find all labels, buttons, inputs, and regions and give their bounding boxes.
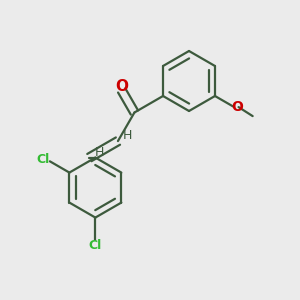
Text: Cl: Cl: [89, 239, 102, 252]
Text: H: H: [94, 146, 104, 159]
Text: H: H: [123, 129, 132, 142]
Text: O: O: [231, 100, 243, 114]
Text: Cl: Cl: [37, 153, 50, 166]
Text: O: O: [115, 79, 128, 94]
